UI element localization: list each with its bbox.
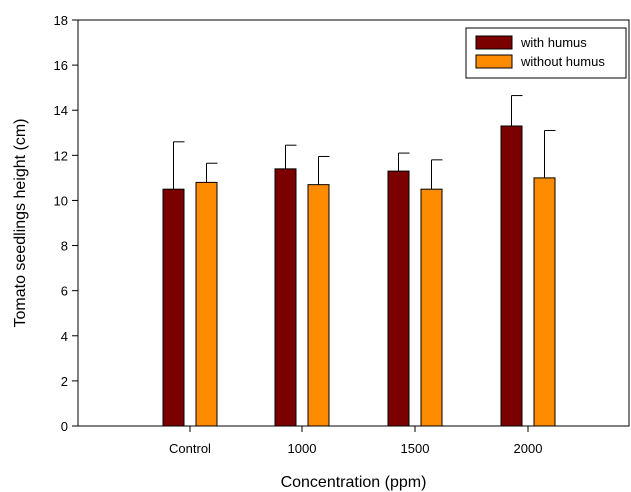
bar: [307, 184, 330, 427]
y-tick-label: 16: [54, 58, 68, 73]
y-tick-label: 4: [61, 329, 68, 344]
legend-swatch: [475, 54, 513, 69]
legend-label: with humus: [520, 35, 587, 50]
y-tick-label: 10: [54, 193, 68, 208]
y-tick-label: 12: [54, 148, 68, 163]
chart-marks: [162, 95, 556, 427]
legend: with humus without humus: [465, 27, 627, 79]
y-tick-label: 8: [61, 239, 68, 254]
x-axis-title: Concentration (ppm): [281, 474, 427, 491]
x-tick-label: 1000: [288, 441, 317, 456]
x-tick-label: Control: [169, 441, 211, 456]
bar: [533, 177, 556, 427]
y-tick-label: 6: [61, 284, 68, 299]
bar: [387, 170, 410, 427]
bar: [162, 188, 185, 427]
y-axis-title: Tomato seedlings height (cm): [12, 119, 29, 328]
y-tick-label: 18: [54, 13, 68, 28]
bar: [500, 125, 523, 427]
bar: [274, 168, 297, 427]
y-tick-label: 0: [61, 419, 68, 434]
bar: [195, 181, 218, 427]
x-tick-label: 2000: [514, 441, 543, 456]
legend-swatch: [475, 35, 513, 50]
y-tick-label: 14: [54, 103, 68, 118]
legend-label: without humus: [520, 54, 605, 69]
bar: [420, 188, 443, 427]
x-tick-label: 1500: [401, 441, 430, 456]
plot-frame: [77, 19, 630, 427]
chart-axes: 0 2 4 6 8 10 12 14 16 18 Control 1000 1500 2000: [54, 13, 630, 456]
y-tick-label: 2: [61, 374, 68, 389]
